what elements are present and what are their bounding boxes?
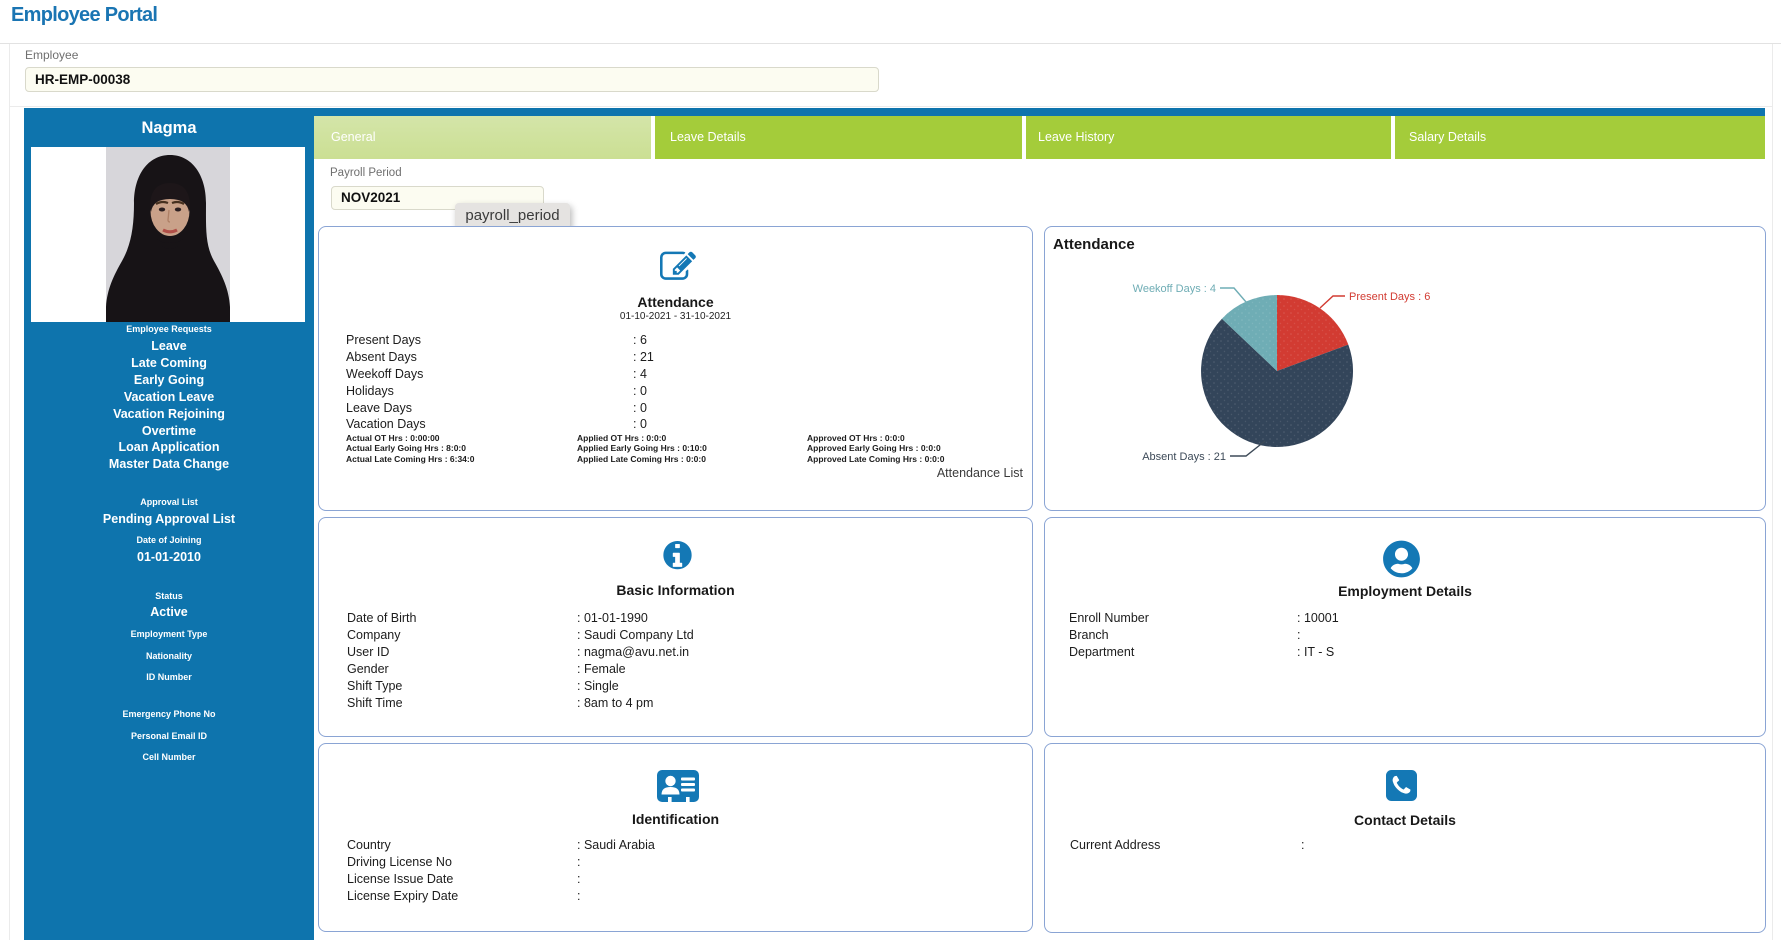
- svg-text:Weekoff Days : 4: Weekoff Days : 4: [1133, 283, 1216, 295]
- svg-text:Absent Days : 21: Absent Days : 21: [1142, 451, 1226, 463]
- svg-text:Present Days : 6: Present Days : 6: [1349, 291, 1430, 303]
